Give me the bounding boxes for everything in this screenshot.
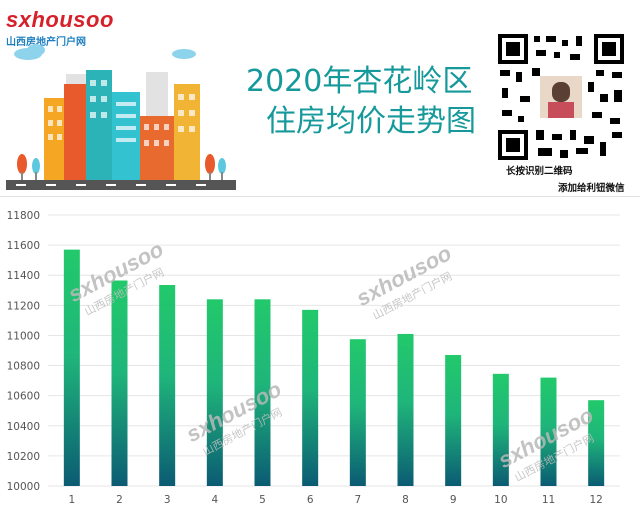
x-tick-label: 9	[450, 494, 457, 506]
title-line-2: 住房均价走势图	[266, 104, 476, 139]
x-tick-label: 2	[116, 494, 123, 506]
y-tick-label: 10200	[7, 451, 40, 463]
site-logo[interactable]: sxhousoo 山西房地产门户网	[6, 7, 114, 49]
x-tick-label: 10	[494, 494, 507, 506]
x-tick-label: 1	[68, 494, 75, 506]
y-tick-label: 11000	[7, 330, 40, 342]
x-tick-label: 11	[542, 494, 555, 506]
y-tick-label: 11600	[7, 240, 40, 252]
x-tick-label: 12	[589, 494, 602, 506]
qr-scan-label: 长按识别二维码	[506, 166, 573, 177]
bar[interactable]	[302, 309, 319, 486]
y-tick-label: 10800	[7, 361, 40, 373]
x-tick-label: 8	[402, 494, 409, 506]
title-line-1: 2020年杏花岭区	[246, 64, 473, 99]
x-tick-label: 5	[259, 494, 266, 506]
qr-code-image[interactable]	[496, 32, 626, 162]
x-tick-label: 7	[354, 494, 361, 506]
logo-text: sxhousoo	[6, 7, 114, 32]
logo-subtitle: 山西房地产门户网	[6, 37, 86, 48]
bar[interactable]	[349, 339, 366, 486]
bar[interactable]	[492, 373, 509, 486]
bar[interactable]	[206, 299, 223, 486]
price-bar-chart: 10000 10200 10400 10600 10800 11000 11200 11400…	[7, 210, 620, 506]
bar[interactable]	[445, 355, 462, 486]
bar[interactable]	[111, 280, 128, 486]
bar[interactable]	[397, 333, 414, 486]
y-tick-label: 11400	[7, 270, 40, 282]
price-chart-panel: 10000 10200 10400 10600 10800 11000 11200 11400…	[0, 196, 640, 512]
bar[interactable]	[588, 400, 605, 486]
bar[interactable]	[254, 299, 271, 486]
page-title: 2020年杏花岭区 住房均价走势图	[236, 62, 486, 142]
x-tick-label: 4	[211, 494, 218, 506]
y-tick-label: 10000	[7, 481, 40, 493]
qr-add-label: 添加给利钮微信	[558, 183, 625, 194]
y-tick-label: 11800	[7, 210, 40, 222]
y-tick-label: 10600	[7, 391, 40, 403]
header-banner: sxhousoo 山西房地产门户网	[0, 0, 640, 196]
y-tick-label: 10400	[7, 421, 40, 433]
y-tick-label: 11200	[7, 300, 40, 312]
x-tick-label: 3	[164, 494, 171, 506]
x-tick-label: 6	[307, 494, 314, 506]
bar[interactable]	[63, 249, 80, 486]
bar[interactable]	[540, 377, 557, 486]
city-skyline-illustration	[6, 44, 236, 190]
bar[interactable]	[159, 285, 176, 486]
